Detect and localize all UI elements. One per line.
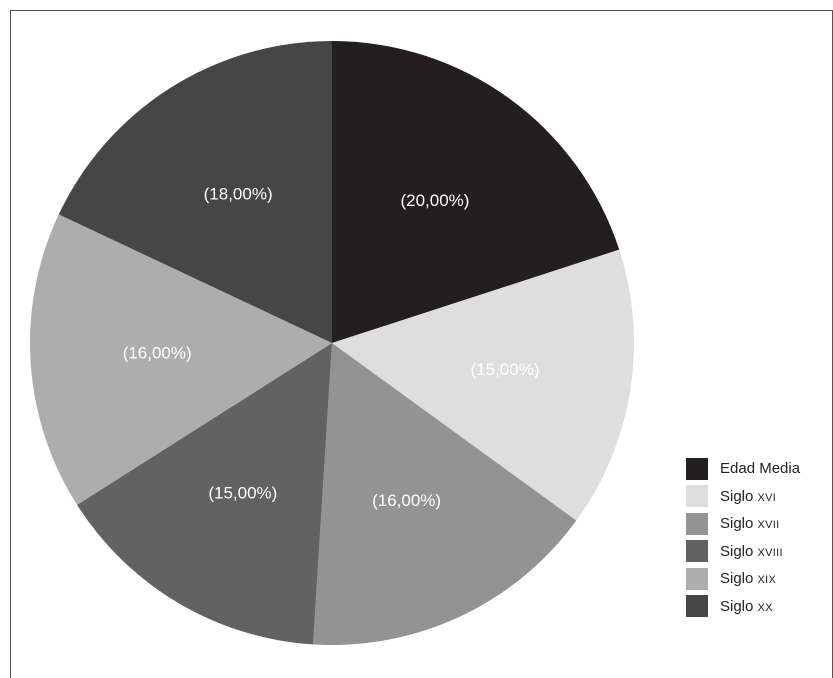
pie-slice-3 — [313, 343, 577, 645]
legend-label-roman: XX — [757, 601, 773, 614]
legend-label-main: Siglo — [720, 570, 758, 588]
pie-slice-1 — [332, 41, 620, 343]
legend-swatch — [686, 485, 708, 508]
legend-label-main: Siglo — [720, 487, 758, 505]
pie-slice-4 — [77, 343, 332, 645]
legend-swatch — [686, 457, 708, 480]
pie-slice-label-4: (15,00%) — [208, 483, 277, 502]
legend: Edad Media Siglo XVI Siglo XVII Siglo XV… — [686, 455, 800, 620]
legend-item-siglo-xvi: Siglo XVI — [686, 483, 800, 511]
legend-swatch — [686, 595, 708, 618]
legend-item-siglo-xx: Siglo XX — [686, 593, 800, 621]
pie-slices — [29, 41, 634, 645]
legend-swatch — [686, 540, 708, 563]
legend-swatch — [686, 567, 708, 590]
legend-label-main: Siglo — [720, 597, 758, 615]
pie-slice-label-5: (16,00%) — [123, 343, 192, 362]
legend-label-roman: XVII — [757, 519, 780, 532]
pie-slice-label-2: (15,00%) — [471, 360, 540, 379]
legend-label-roman: XVI — [757, 491, 777, 504]
legend-item-siglo-xviii: Siglo XVIII — [686, 538, 800, 566]
legend-item-edad-media: Edad Media — [686, 455, 800, 483]
pie-slice-6 — [58, 41, 333, 343]
legend-swatch — [686, 512, 708, 535]
legend-label-roman: XIX — [757, 574, 777, 587]
pie-slice-label-6: (18,00%) — [204, 185, 273, 204]
legend-label-main: Siglo — [720, 542, 758, 560]
pie-slice-5 — [29, 214, 332, 505]
pie-labels: (20,00%) (15,00%) (16,00%) (15,00%) (16,00%)… — [123, 185, 540, 510]
legend-item-siglo-xvii: Siglo XVII — [686, 510, 800, 538]
legend-label-main: Edad Media — [720, 460, 801, 478]
pie-slice-2 — [332, 249, 634, 521]
legend-label-roman: XVIII — [757, 546, 783, 559]
legend-item-siglo-xix: Siglo XIX — [686, 565, 800, 593]
pie-slice-label-1: (20,00%) — [400, 191, 469, 210]
legend-label-main: Siglo — [720, 515, 758, 533]
pie-slice-label-3: (16,00%) — [372, 491, 441, 510]
